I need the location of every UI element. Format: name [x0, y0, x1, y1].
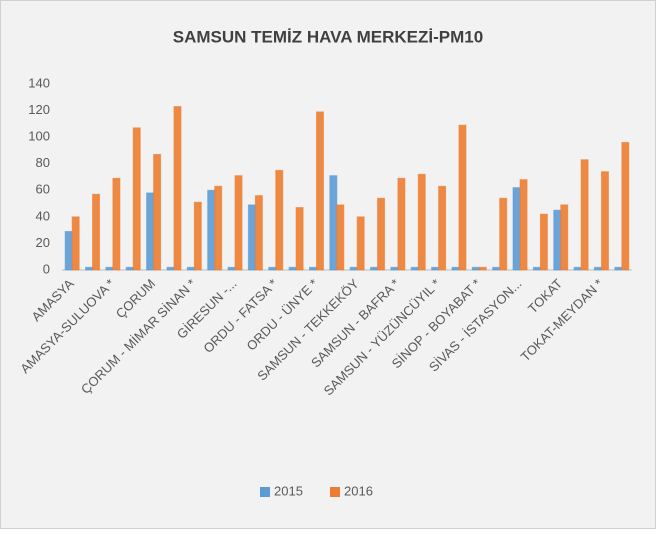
- bar: [173, 106, 182, 271]
- y-tick-label: 20: [36, 235, 50, 250]
- bar: [214, 185, 223, 271]
- bar: [492, 266, 501, 271]
- bar: [438, 185, 447, 271]
- bar: [349, 266, 358, 271]
- legend-label: 2015: [274, 483, 303, 498]
- bar: [288, 266, 297, 271]
- bar: [600, 171, 609, 271]
- bar: [397, 177, 406, 271]
- bar: [377, 197, 386, 271]
- bar: [125, 266, 134, 271]
- bar: [593, 266, 602, 271]
- bar: [370, 266, 379, 271]
- y-tick-label: 40: [36, 208, 50, 223]
- bar: [295, 207, 304, 271]
- bar: [336, 204, 345, 271]
- bar: [234, 175, 243, 271]
- bar: [539, 213, 548, 271]
- bar: [186, 266, 195, 271]
- bar: [519, 179, 528, 271]
- bar: [105, 266, 114, 271]
- bar: [207, 189, 216, 271]
- bar: [329, 175, 338, 271]
- bar: [573, 266, 582, 271]
- bar: [166, 266, 175, 271]
- legend-label: 2016: [344, 483, 373, 498]
- bar: [471, 266, 480, 271]
- bar: [614, 266, 623, 271]
- bar: [247, 204, 256, 271]
- legend-swatch: [330, 487, 340, 497]
- bar: [417, 173, 426, 271]
- bar: [621, 141, 630, 271]
- bar: [410, 266, 419, 271]
- bar: [64, 230, 73, 271]
- bar: [390, 266, 399, 271]
- y-tick-label: 60: [36, 182, 50, 197]
- bar: [275, 169, 284, 271]
- bar: [553, 209, 562, 271]
- bar: [356, 216, 365, 271]
- bar: [227, 266, 236, 271]
- bar: [92, 193, 101, 271]
- bar: [132, 127, 141, 271]
- bar: [451, 266, 460, 271]
- y-tick-label: 120: [28, 102, 50, 117]
- bar: [478, 266, 487, 271]
- bar: [193, 201, 202, 271]
- bar: [315, 111, 324, 271]
- bar: [458, 124, 467, 271]
- bar: [112, 177, 121, 271]
- bar: [580, 159, 589, 271]
- bar: [146, 192, 155, 271]
- y-tick-label: 100: [28, 129, 50, 144]
- y-tick-label: 140: [28, 75, 50, 90]
- y-tick-label: 80: [36, 155, 50, 170]
- bar: [308, 266, 317, 271]
- bar: [560, 204, 569, 271]
- bar: [268, 266, 277, 271]
- bar: [153, 153, 162, 271]
- y-tick-label: 0: [43, 261, 50, 276]
- bar: [254, 195, 263, 271]
- chart-title: SAMSUN TEMİZ HAVA MERKEZİ-PM10: [173, 27, 483, 46]
- bar: [71, 216, 80, 271]
- bar: [532, 266, 541, 271]
- bar: [85, 266, 94, 271]
- bar: [499, 197, 508, 271]
- bar: [431, 266, 440, 271]
- bar: [512, 187, 521, 271]
- legend-swatch: [260, 487, 270, 497]
